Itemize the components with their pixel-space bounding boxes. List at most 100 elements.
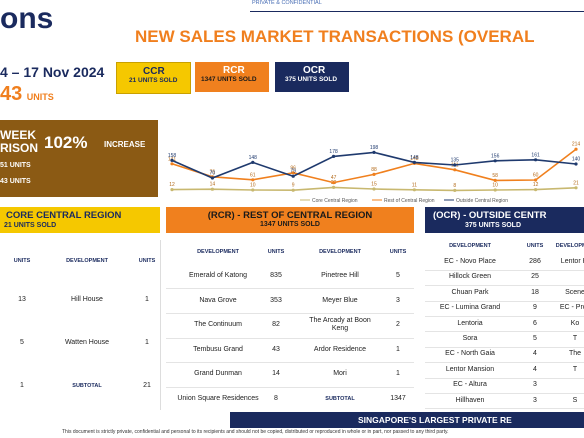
comp-word: INCREASE [104,140,146,149]
value-label: 70 [210,171,216,177]
value-label: 156 [491,153,500,159]
table-cell: The Continuum [194,321,242,329]
table-cell: T [572,365,578,373]
table-cell: Ko [570,319,580,327]
point [210,187,214,191]
table-cell: Lentoria [457,319,483,327]
value-label: 12 [169,182,175,188]
point [291,188,295,192]
table-cell: EC - Altura [453,381,487,389]
row-line [166,386,414,388]
title: NEW SALES MARKET TRANSACTIONS (OVERAL [135,27,535,46]
comp-curr: 43 UNITS [0,178,31,185]
value-label: 21 [573,180,579,186]
column-header: UNITS [267,248,285,255]
table-cell: Emerald of Katong [189,271,247,279]
comparison-box: WEEK RISON 102% INCREASE 51 UNITS 43 UNI… [0,120,158,197]
table-cell: 21 [143,381,151,389]
column-header: DEVELOPMENT [449,242,491,249]
point [453,188,457,192]
column-header: UNITS [389,248,407,255]
table-cell: 43 [272,345,280,353]
column-header: SUBTOTAL [325,395,355,402]
table-cell: 1 [20,381,24,389]
point [210,176,214,180]
value-label: 12 [533,182,539,188]
value-label: 47 [331,175,337,181]
table-cell: 3 [396,296,400,304]
table-cell: EC - North Gaia [445,350,495,358]
table-cell: Chuan Park [451,288,489,296]
legend-label: Outside Central Region [456,198,508,204]
confidential: PRIVATE & CONFIDENTIAL [252,0,322,6]
comp-line2: RISON [0,141,39,155]
table-cell: S [572,396,578,404]
comp-line1: WEEK [0,128,36,142]
row-line [425,300,584,302]
row-line [166,337,414,339]
value-label: 140 [572,157,581,163]
rcr-banner-title: (RCR) - REST OF CENTRAL REGION [207,210,373,221]
tagline: SINGAPORE'S LARGEST PRIVATE RE [358,415,512,425]
column-header: DEVELOPMENT [319,248,361,255]
row-line [425,331,584,333]
table-cell: 4 [533,365,537,373]
point [534,178,538,182]
table-cell: The Arcady at Boon Keng [309,317,371,333]
table-cell: Lentor Hi [560,257,584,265]
ocr-banner-sold: 375 UNITS SOLD [465,222,522,229]
point [251,178,255,182]
row-line [425,269,584,271]
table-cell: 9 [533,304,537,312]
table-cell: Hill House [71,295,103,303]
table-cell: T [572,334,578,342]
ocr-banner: (OCR) - OUTSIDE CENTR 375 UNITS SOLD [425,207,584,233]
point [372,187,376,191]
ocr-code: OCR [303,65,326,76]
value-label: 61 [250,172,256,178]
table-cell: 2 [396,321,400,329]
table-cell: 18 [531,288,539,296]
point [453,163,457,167]
value-label: 158 [168,153,177,159]
table-cell: 1 [396,345,400,353]
rcr-box: RCR 1347 UNITS SOLD [195,62,269,92]
table-cell: 1 [145,338,149,346]
table-cell: Grand Dunman [194,370,242,378]
table-cell: 14 [272,370,280,378]
point [372,172,376,176]
point [332,181,336,185]
rcr-banner-sold: 1347 UNITS SOLD [260,221,320,228]
table-cell: 286 [529,257,541,265]
legend-label: Core Central Region [312,198,358,204]
value-label: 148 [249,155,258,161]
table-cell: Ardor Residence [313,345,367,353]
table-cell: Watten House [64,338,110,346]
ccr-code: CCR [143,66,165,77]
table-cell: 1 [145,295,149,303]
table-cell: Hillock Green [448,273,491,281]
value-label: 178 [329,149,338,155]
row-line [166,312,414,314]
value-label: 15 [371,182,377,188]
total-number: 43 [0,83,23,105]
value-label: 96 [290,165,296,171]
value-label: 60 [533,173,539,179]
rcr-banner: (RCR) - REST OF CENTRAL REGION 1347 UNIT… [166,207,414,233]
total-unit: UNITS [26,92,54,102]
point [534,188,538,192]
row-line [425,377,584,379]
ocr-table: DEVELOPMENT UNITS DEVELOPMEN EC - Novo Plac… [425,238,584,410]
value-label: 214 [572,142,581,148]
value-label: 9 [292,183,295,189]
total: 43 UNITS [0,83,54,106]
ccr-box: CCR 21 UNITS SOLD [116,62,191,94]
comp-pct: 102% [44,133,88,152]
point [251,160,255,164]
table-cell: 8 [274,394,278,402]
point [170,158,174,162]
table-cell: Union Square Residences [177,394,259,402]
table-cell: 5 [20,338,24,346]
value-label: 11 [412,182,417,188]
trend-chart: 12141092315118101221Core Central Region1… [168,142,581,204]
